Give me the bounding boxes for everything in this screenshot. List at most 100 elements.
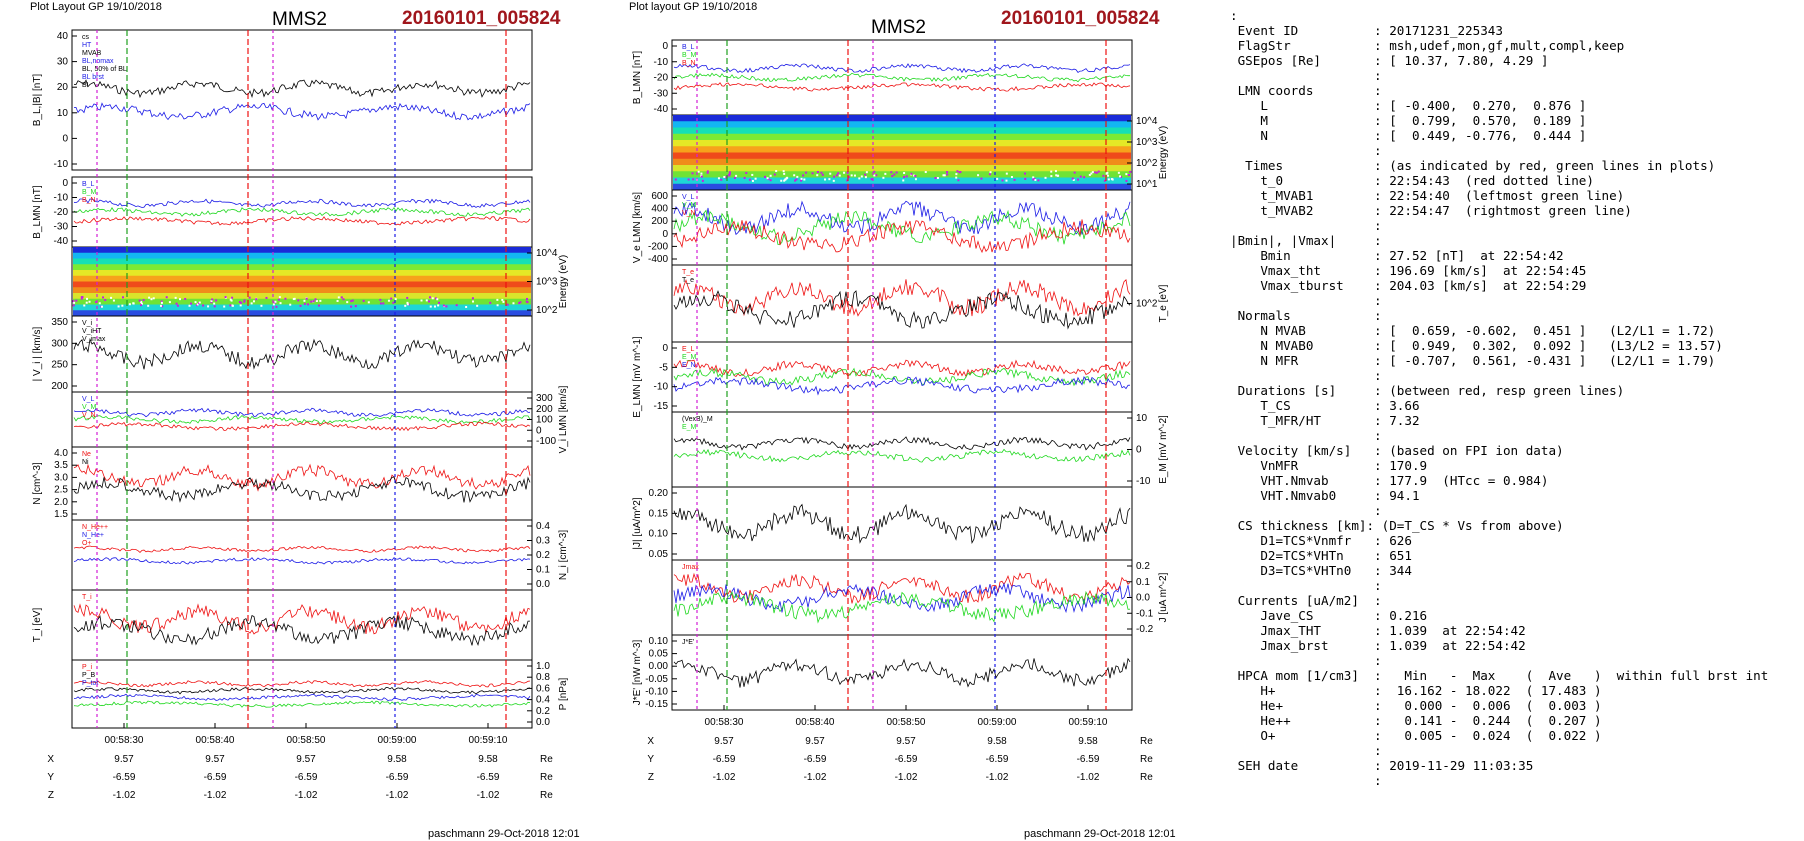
spectrogram-speck — [847, 176, 850, 179]
spectrogram-speck — [160, 301, 163, 304]
spectrogram-speck — [828, 178, 831, 181]
spectrogram-speck — [1073, 171, 1076, 174]
spectrogram-speck — [425, 299, 428, 302]
series-line — [73, 700, 531, 708]
series-line — [673, 572, 1131, 604]
legend-entry: E_M — [682, 424, 697, 431]
tick-label: -15 — [654, 401, 669, 412]
spectrogram-speck — [692, 178, 695, 181]
spectrogram-speck — [438, 301, 441, 304]
spectrogram-speck — [1091, 171, 1094, 174]
time-tick-label: 00:59:10 — [1069, 717, 1108, 728]
info-line: |Bmin|, |Vmax| : — [1230, 233, 1382, 248]
legend-entry: MVAB — [82, 50, 102, 57]
spectrogram-speck — [833, 175, 836, 178]
spectrogram-speck — [196, 303, 199, 306]
spectrogram-speck — [252, 300, 255, 303]
legend-entry: V_L — [82, 396, 95, 403]
spectrogram-speck — [98, 302, 101, 305]
spectrogram-speck — [289, 303, 292, 306]
info-line: Vmax_tburst : 204.03 [km/s] at 22:54:29 — [1230, 278, 1587, 293]
legend-entry: T_e — [682, 269, 694, 276]
spectrogram-speck — [346, 301, 349, 304]
info-line: CS thickness [km]: (D=T_CS * Vs from abo… — [1230, 518, 1564, 533]
spectrogram-speck — [350, 305, 353, 308]
spectrogram-speck — [865, 171, 868, 174]
spectrogram-speck — [728, 171, 731, 174]
spectrogram-speck — [314, 298, 317, 301]
spectrogram-speck — [1107, 178, 1110, 181]
spectrogram-band — [673, 127, 1131, 135]
spectrogram-speck — [794, 179, 797, 182]
spectrogram-speck — [420, 299, 423, 302]
spectrogram-speck — [496, 298, 499, 301]
spectrogram-speck — [471, 297, 474, 300]
spectrogram-speck — [72, 300, 75, 303]
spectrogram-speck — [112, 299, 115, 302]
tick-label: 400 — [651, 204, 668, 215]
spectrogram-speck — [303, 299, 306, 302]
coord-value: 9.57 — [896, 736, 916, 747]
spectrogram-speck — [519, 301, 522, 304]
spectrogram-speck — [150, 298, 153, 301]
spectrogram-speck — [1056, 174, 1059, 177]
tick-label: 100 — [536, 415, 553, 426]
coord-value: -1.02 — [113, 790, 136, 801]
info-line: M : [ 0.799, 0.570, 0.189 ] — [1230, 113, 1587, 128]
spectrogram-speck — [864, 173, 867, 176]
tick-label: 0 — [662, 343, 668, 354]
tick-label: 300 — [51, 338, 68, 349]
coord-value: 9.57 — [114, 754, 134, 765]
tick-label: 3.0 — [54, 472, 68, 483]
spectrogram-speck — [198, 301, 201, 304]
spectrogram-speck — [946, 171, 949, 174]
y-axis-label: Energy (eV) — [558, 255, 569, 308]
time-tick-label: 00:58:40 — [196, 735, 235, 746]
spectrogram-speck — [121, 296, 124, 299]
spectrogram-speck — [160, 300, 163, 303]
spectrogram-band — [673, 183, 1131, 191]
spectrogram-speck — [942, 174, 945, 177]
left-layout-label: Plot Layout GP 19/10/2018 — [30, 1, 162, 13]
tick-label: 10^2 — [1136, 158, 1158, 169]
spectrogram-speck — [168, 301, 171, 304]
tick-label: 0.00 — [649, 661, 669, 672]
spectrogram-band — [673, 165, 1131, 172]
coord-unit: Re — [1140, 754, 1153, 765]
series-line — [673, 582, 1131, 614]
spectrogram-speck — [820, 171, 823, 174]
tick-label: 40 — [57, 31, 69, 42]
tick-label: 10^4 — [536, 248, 558, 259]
spectrogram-speck — [213, 305, 216, 308]
spectrogram-speck — [437, 304, 440, 307]
tick-label: 0.8 — [536, 672, 550, 683]
spectrogram-speck — [1077, 178, 1080, 181]
y-axis-label: B_LMN [nT] — [32, 185, 43, 239]
spectrogram-speck — [893, 173, 896, 176]
tick-label: -10 — [54, 159, 69, 170]
tick-label: 0.2 — [536, 550, 550, 561]
legend-entry: B_M — [82, 189, 97, 196]
spectrogram-speck — [455, 304, 458, 307]
info-line: T_CS : 3.66 — [1230, 398, 1420, 413]
legend-entry: B_M — [682, 52, 697, 59]
series-line — [673, 219, 1131, 254]
tick-label: 0.20 — [649, 488, 669, 499]
coord-value: 9.58 — [478, 754, 498, 765]
spectrogram-speck — [775, 170, 778, 173]
spectrogram-band — [73, 287, 531, 294]
legend-entry: Ne — [82, 451, 91, 458]
spectrogram-speck — [223, 305, 226, 308]
spectrogram-speck — [800, 179, 803, 182]
panel-frame — [71, 29, 533, 171]
series-line — [73, 414, 531, 425]
spectrogram-speck — [1110, 178, 1113, 181]
spectrogram-speck — [431, 297, 434, 300]
spectrogram-speck — [472, 300, 475, 303]
info-line: : — [1230, 503, 1382, 518]
spectrogram-band — [673, 115, 1131, 122]
spectrogram-speck — [175, 302, 178, 305]
tick-label: 10^3 — [536, 277, 558, 288]
tick-label: 250 — [51, 360, 68, 371]
info-line: t_MVAB2 : 22:54:47 (rightmost green line… — [1230, 203, 1632, 218]
